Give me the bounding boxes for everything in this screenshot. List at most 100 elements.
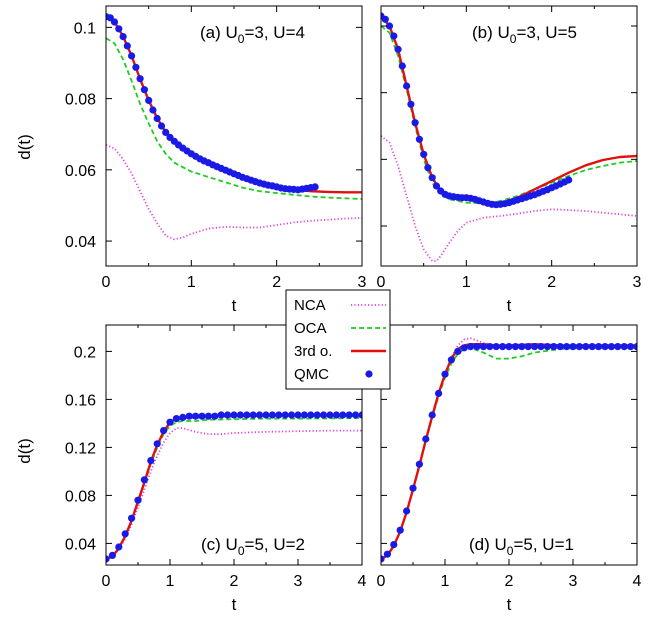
series-qmc-point — [420, 150, 428, 158]
series-qmc-point — [394, 45, 402, 53]
plot-frame — [380, 324, 638, 566]
series-qmc-point — [192, 412, 200, 420]
series-qmc-point — [556, 343, 564, 351]
series-qmc-point — [411, 119, 419, 127]
series-qmc-point — [381, 15, 389, 23]
series-qmc-point — [432, 182, 441, 190]
x-tick-label: 2 — [272, 274, 281, 291]
series-qmc-point — [505, 343, 513, 351]
series-qmc-point — [198, 412, 206, 420]
series-qmc-point — [518, 343, 526, 351]
series-qmc-point — [396, 526, 404, 534]
series-qmc-point — [588, 343, 596, 351]
legend-label-oca: OCA — [294, 320, 327, 337]
series-qmc-point — [407, 100, 415, 108]
panel-title-rest: =3, U=4 — [244, 23, 305, 42]
y-tick-label: 0.06 — [65, 163, 96, 180]
x-axis-label: t — [507, 296, 512, 315]
panel-title-subscript: 0 — [238, 32, 245, 46]
x-tick-label: 2 — [230, 573, 239, 590]
series-qmc-point — [633, 343, 637, 351]
series-nca-line — [381, 337, 637, 560]
panel-title: (d) U0=5, U=1 — [469, 535, 574, 558]
legend-label-qmc: QMC — [294, 366, 329, 383]
series-qmc-point — [422, 435, 430, 443]
series-qmc-point — [136, 75, 144, 83]
series-qmc-point — [313, 411, 321, 419]
panel-title-subscript: 0 — [510, 32, 517, 46]
y-axis-label: d(t) — [15, 438, 34, 464]
y-tick-label: 0.1 — [74, 20, 96, 37]
series-qmc-point — [128, 514, 136, 522]
series-group — [381, 337, 637, 563]
x-tick-label: 0 — [377, 274, 386, 291]
x-tick-label: 0 — [102, 573, 111, 590]
x-tick-label: 4 — [633, 573, 642, 590]
x-tick-label: 3 — [633, 274, 642, 291]
series-qmc-point — [339, 411, 347, 419]
series-qmc-point — [595, 343, 603, 351]
series-qmc-point — [479, 343, 487, 351]
series-qmc-point — [415, 135, 423, 143]
series-qmc-point — [345, 411, 353, 419]
y-tick-label: 0.08 — [65, 488, 96, 505]
series-qmc-point — [511, 343, 519, 351]
series-qmc-point — [499, 343, 507, 351]
panel-title: (c) U0=5, U=2 — [201, 535, 305, 558]
series-qmc-point — [275, 411, 283, 419]
series-qmc-point — [620, 343, 628, 351]
series-qmc-point — [563, 343, 571, 351]
series-qmc-point — [224, 411, 232, 419]
x-tick-label: 1 — [187, 274, 196, 291]
y-tick-label: 0.04 — [65, 234, 96, 251]
x-tick-label: 2 — [505, 573, 514, 590]
series-qmc-point — [185, 412, 193, 420]
series-qmc-point — [300, 411, 308, 419]
y-axis-label: d(t) — [15, 134, 34, 160]
series-qmc-point — [132, 63, 140, 71]
panel-title: (b) U0=3, U=5 — [472, 23, 577, 46]
series-oca-line — [106, 37, 362, 200]
series-qmc-point — [121, 530, 129, 538]
series-qmc-point — [160, 427, 168, 435]
series-qmc-point — [383, 550, 391, 558]
x-axis-label: t — [232, 595, 237, 614]
y-tick-label: 0.16 — [65, 392, 96, 409]
series-qmc-point — [403, 507, 411, 515]
series-qmc-point — [236, 411, 244, 419]
x-tick-label: 0 — [102, 274, 111, 291]
series-qmc-point — [153, 440, 161, 448]
series-qmc-point — [601, 343, 609, 351]
plot-frame — [105, 5, 363, 267]
series-qmc-point — [390, 541, 398, 549]
y-tick-label: 0.2 — [74, 344, 96, 361]
series-qmc-point — [537, 343, 545, 351]
series-qmc-point — [524, 343, 532, 351]
series-qmc-point — [256, 411, 264, 419]
chart-panel-0: 0 1 2 30.040.060.080.1td(t)(a) U0=3, U=4 — [15, 5, 367, 315]
series-qmc-point — [211, 412, 219, 420]
series-qmc-point — [358, 411, 362, 419]
x-tick-label: 3 — [294, 573, 303, 590]
series-qmc-point — [607, 343, 616, 351]
series-qmc-point — [326, 411, 334, 419]
series-qmc-point — [575, 343, 584, 351]
series-qmc-point — [627, 343, 635, 351]
series-qmc-point — [307, 411, 315, 419]
series-qmc-point — [390, 32, 398, 40]
series-qmc-point — [108, 551, 116, 560]
series-qmc-point — [166, 418, 174, 426]
series-oca-line — [381, 25, 637, 205]
series-qmc-point — [385, 22, 394, 30]
chart-panel-1: 0 1 2 3t(b) U0=3, U=5 — [377, 5, 642, 315]
series-qmc-point — [435, 389, 443, 397]
series-qmc-point — [531, 343, 539, 351]
series-3rd-o--line — [106, 15, 362, 194]
x-axis-label: t — [232, 296, 237, 315]
series-qmc-point — [123, 42, 131, 50]
series-qmc-point — [262, 411, 270, 419]
series-group — [106, 13, 362, 241]
series-qmc-point — [249, 411, 257, 419]
series-qmc-point — [128, 52, 136, 60]
series-qmc-point — [614, 343, 622, 351]
